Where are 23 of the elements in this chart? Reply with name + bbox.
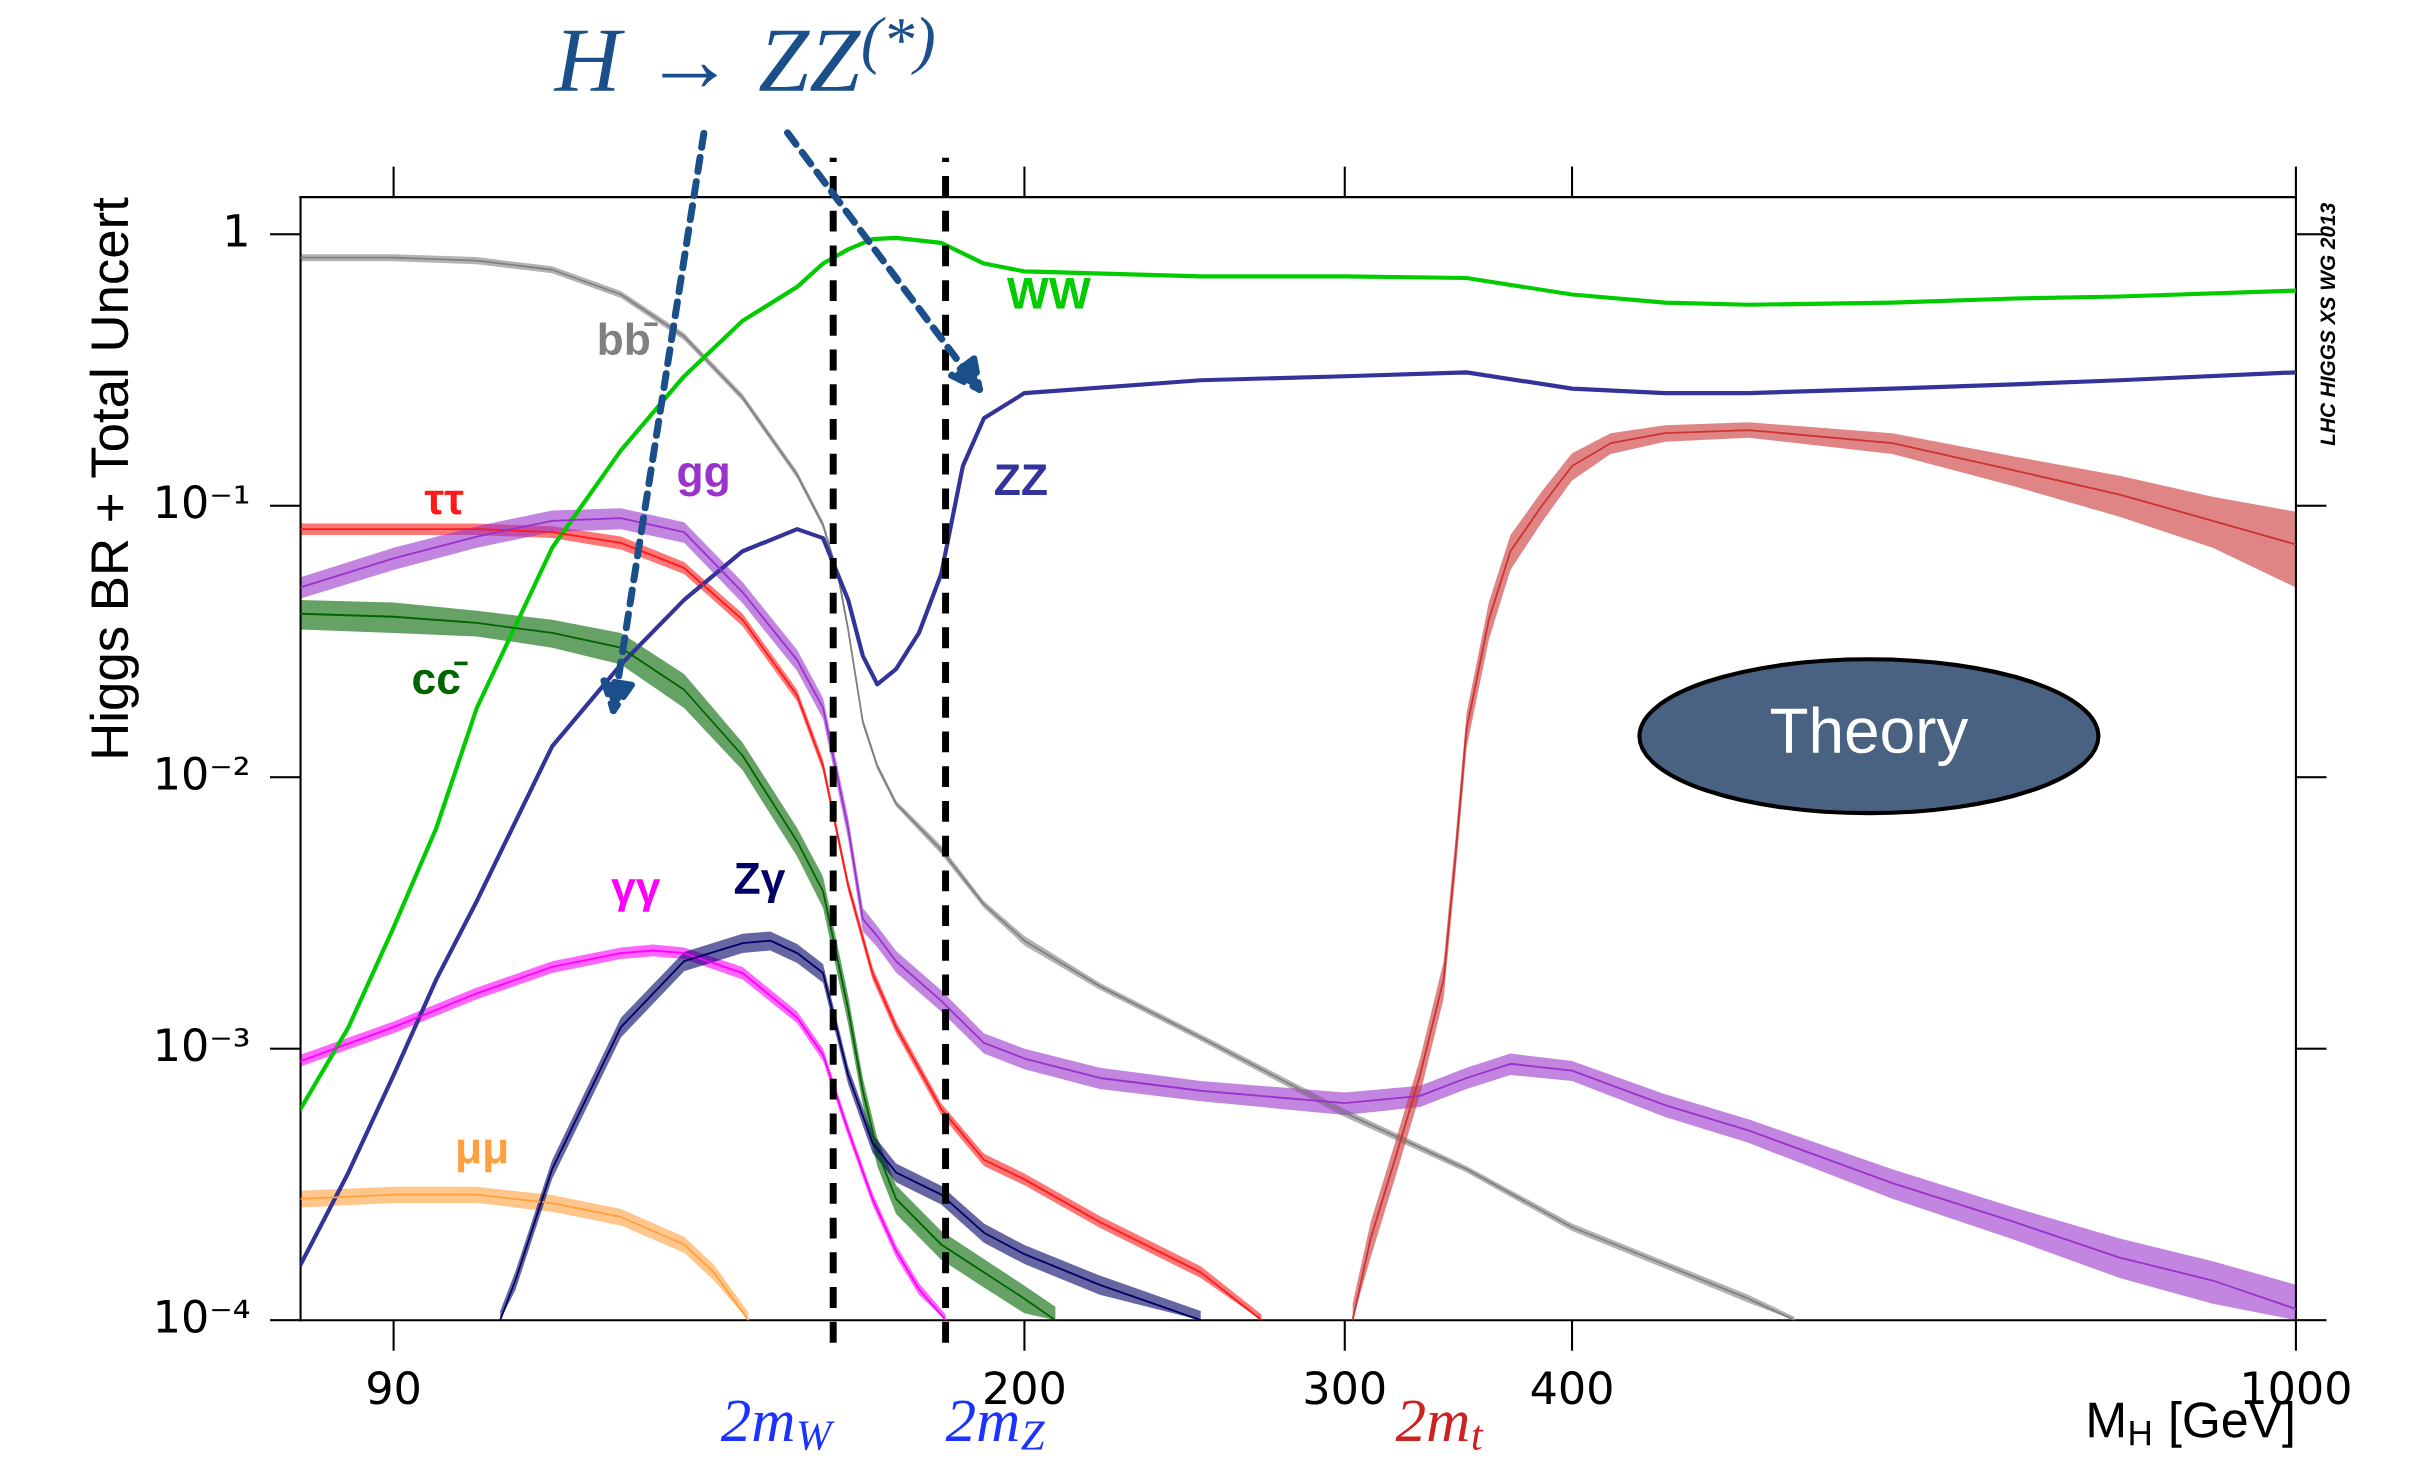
y-tick-label: 10⁻² [157, 756, 248, 791]
text: LHC HIGGS XS WG 2013 [2320, 203, 2336, 446]
series-label: ττ [424, 490, 464, 515]
series-label: ZZ [995, 464, 1047, 496]
x-tick-label: 300 [1305, 1370, 1385, 1405]
x-tick-label: 90 [368, 1370, 419, 1405]
y-tick-label: 10⁻¹ [157, 485, 249, 519]
ref-line-label: 2m$_{W}$ [720, 1400, 835, 1451]
y-tick-label: 10⁻⁴ [157, 1299, 250, 1334]
series-label: WW [1006, 278, 1091, 309]
x-tick-label: 400 [1531, 1370, 1612, 1405]
series-label: Zγ [734, 863, 786, 903]
y-axis-title: Higgs BR + Total Uncert [89, 197, 139, 757]
text: H → ZZ$^{(*)}$ [553, 16, 934, 91]
series-label: bb̄ [599, 322, 658, 356]
text: 2m$_{t}$ [1395, 1400, 1484, 1450]
series-label: μμ [458, 1139, 507, 1173]
y-tick-label: 1 [227, 214, 247, 247]
series-label: γγ [611, 879, 661, 912]
annotation: Theory [1770, 706, 1969, 766]
series-label: gg [678, 463, 728, 497]
y-tick-label: 10⁻³ [157, 1027, 249, 1062]
series-label: cc̄ [413, 661, 468, 695]
